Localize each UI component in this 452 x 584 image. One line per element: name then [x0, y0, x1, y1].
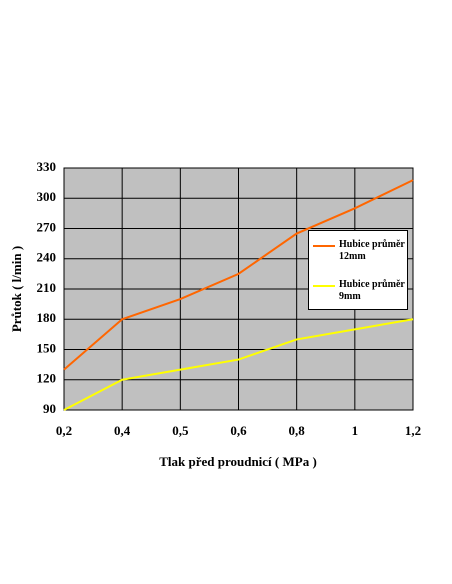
- x-tick-label: 0,2: [56, 423, 72, 438]
- x-tick-label: 0,5: [172, 423, 189, 438]
- y-tick-label: 120: [37, 371, 57, 386]
- y-tick-label: 240: [37, 250, 57, 265]
- y-tick-label: 210: [37, 280, 57, 295]
- legend-entry: Hubice průměr 12mm: [313, 239, 405, 263]
- line: [63, 318, 414, 411]
- x-tick-label: 0,4: [114, 423, 131, 438]
- legend: Hubice průměr 12mm Hubice průměr 9mm: [308, 230, 408, 310]
- x-tick-label: 0,8: [289, 423, 306, 438]
- legend-label: Hubice průměr 12mm: [339, 239, 405, 262]
- y-tick-label: 150: [37, 340, 57, 355]
- y-tick-label: 330: [37, 159, 57, 174]
- legend-label: Hubice průměr 9mm: [339, 279, 405, 302]
- y-tick-label: 270: [37, 219, 57, 234]
- y-tick-label: 180: [37, 310, 57, 325]
- x-tick-label: 1,2: [405, 423, 421, 438]
- x-axis-label: Tlak před proudnicí ( MPa ): [159, 454, 317, 469]
- line: [63, 179, 414, 371]
- y-axis-label: Průtok ( l/min ): [9, 246, 24, 332]
- x-tick-label: 1: [352, 423, 359, 438]
- y-tick-label: 300: [37, 189, 57, 204]
- plot-border: [63, 167, 414, 411]
- legend-entry: Hubice průměr 9mm: [313, 279, 405, 303]
- legend-swatch: [313, 245, 335, 247]
- legend-swatch: [313, 285, 335, 287]
- y-tick-label: 90: [43, 401, 56, 416]
- x-tick-label: 0,6: [230, 423, 247, 438]
